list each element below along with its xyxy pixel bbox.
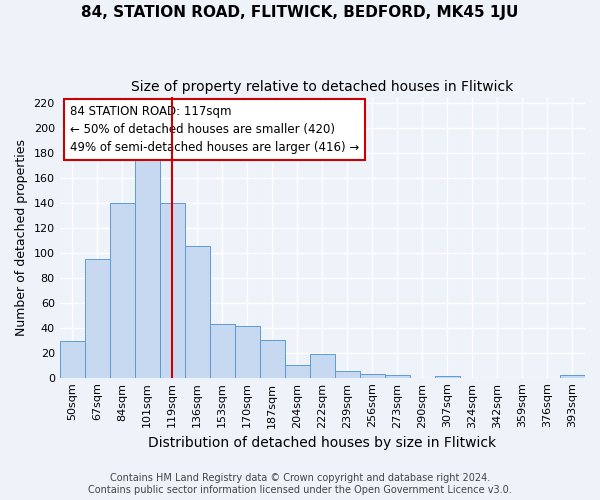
Bar (160, 203, 185, 378)
Y-axis label: Number of detached properties: Number of detached properties (15, 138, 28, 336)
Bar (335, 372, 360, 378)
Bar (185, 246, 210, 378)
Bar (210, 324, 235, 378)
Bar (260, 340, 285, 378)
Bar (59, 342, 85, 378)
X-axis label: Distribution of detached houses by size in Flitwick: Distribution of detached houses by size … (148, 436, 496, 450)
Bar (560, 375, 585, 378)
Bar (285, 365, 310, 378)
Bar (435, 376, 460, 378)
Bar (360, 374, 385, 378)
Bar (385, 375, 410, 378)
Text: 84 STATION ROAD: 117sqm
← 50% of detached houses are smaller (420)
49% of semi-d: 84 STATION ROAD: 117sqm ← 50% of detache… (70, 105, 359, 154)
Bar (135, 149, 160, 378)
Bar (310, 354, 335, 378)
Bar (85, 259, 110, 378)
Bar (110, 203, 135, 378)
Title: Size of property relative to detached houses in Flitwick: Size of property relative to detached ho… (131, 80, 514, 94)
Text: 84, STATION ROAD, FLITWICK, BEDFORD, MK45 1JU: 84, STATION ROAD, FLITWICK, BEDFORD, MK4… (82, 5, 518, 20)
Bar (235, 326, 260, 378)
Text: Contains HM Land Registry data © Crown copyright and database right 2024.
Contai: Contains HM Land Registry data © Crown c… (88, 474, 512, 495)
